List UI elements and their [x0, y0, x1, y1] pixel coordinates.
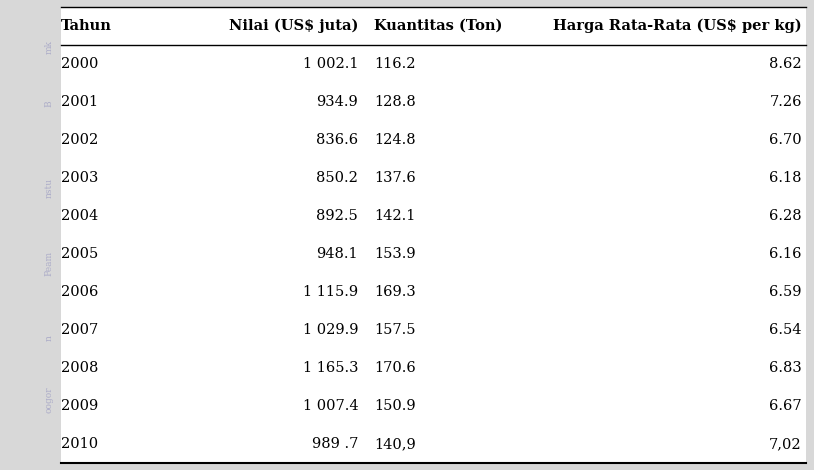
Text: 2000: 2000 [61, 57, 98, 71]
Text: 124.8: 124.8 [374, 133, 416, 147]
Text: 2003: 2003 [61, 171, 98, 185]
Text: Nilai (US$ juta): Nilai (US$ juta) [229, 19, 358, 33]
Text: 2006: 2006 [61, 285, 98, 299]
Text: 153.9: 153.9 [374, 247, 416, 261]
Text: 8.62: 8.62 [769, 57, 802, 71]
Text: 1 165.3: 1 165.3 [303, 361, 358, 375]
Text: 836.6: 836.6 [316, 133, 358, 147]
Text: 142.1: 142.1 [374, 209, 416, 223]
Text: 2010: 2010 [61, 437, 98, 451]
Text: n: n [44, 336, 54, 341]
Text: 850.2: 850.2 [317, 171, 358, 185]
Text: mk: mk [44, 40, 54, 54]
Text: 1 007.4: 1 007.4 [303, 399, 358, 413]
Text: 6.67: 6.67 [769, 399, 802, 413]
Text: 140,9: 140,9 [374, 437, 416, 451]
Text: B: B [44, 100, 54, 107]
Text: oogor: oogor [44, 386, 54, 413]
Text: 1 029.9: 1 029.9 [303, 323, 358, 337]
Text: 2007: 2007 [61, 323, 98, 337]
Text: 6.70: 6.70 [769, 133, 802, 147]
Text: 6.54: 6.54 [769, 323, 802, 337]
Text: 6.18: 6.18 [769, 171, 802, 185]
Text: 6.28: 6.28 [769, 209, 802, 223]
Text: 2009: 2009 [61, 399, 98, 413]
Text: 150.9: 150.9 [374, 399, 416, 413]
Text: 128.8: 128.8 [374, 95, 416, 109]
Text: 137.6: 137.6 [374, 171, 416, 185]
Text: 6.16: 6.16 [769, 247, 802, 261]
Text: 1 115.9: 1 115.9 [303, 285, 358, 299]
Text: 2008: 2008 [61, 361, 98, 375]
Text: 157.5: 157.5 [374, 323, 416, 337]
Text: 170.6: 170.6 [374, 361, 416, 375]
Text: 2004: 2004 [61, 209, 98, 223]
Text: 2002: 2002 [61, 133, 98, 147]
Text: 2001: 2001 [61, 95, 98, 109]
Text: 892.5: 892.5 [317, 209, 358, 223]
Text: 169.3: 169.3 [374, 285, 416, 299]
Text: Harga Rata-Rata (US$ per kg): Harga Rata-Rata (US$ per kg) [554, 19, 802, 33]
Text: 7,02: 7,02 [769, 437, 802, 451]
Text: 934.9: 934.9 [317, 95, 358, 109]
Text: nstu: nstu [44, 178, 54, 198]
Text: 116.2: 116.2 [374, 57, 416, 71]
Text: Tahun: Tahun [61, 19, 112, 33]
Text: 2005: 2005 [61, 247, 98, 261]
Text: 6.83: 6.83 [769, 361, 802, 375]
Text: Kuantitas (Ton): Kuantitas (Ton) [374, 19, 503, 33]
Text: 989 .7: 989 .7 [312, 437, 358, 451]
Text: Peam: Peam [44, 251, 54, 276]
Text: 1 002.1: 1 002.1 [303, 57, 358, 71]
Text: 948.1: 948.1 [317, 247, 358, 261]
Text: 7.26: 7.26 [769, 95, 802, 109]
Text: 6.59: 6.59 [769, 285, 802, 299]
